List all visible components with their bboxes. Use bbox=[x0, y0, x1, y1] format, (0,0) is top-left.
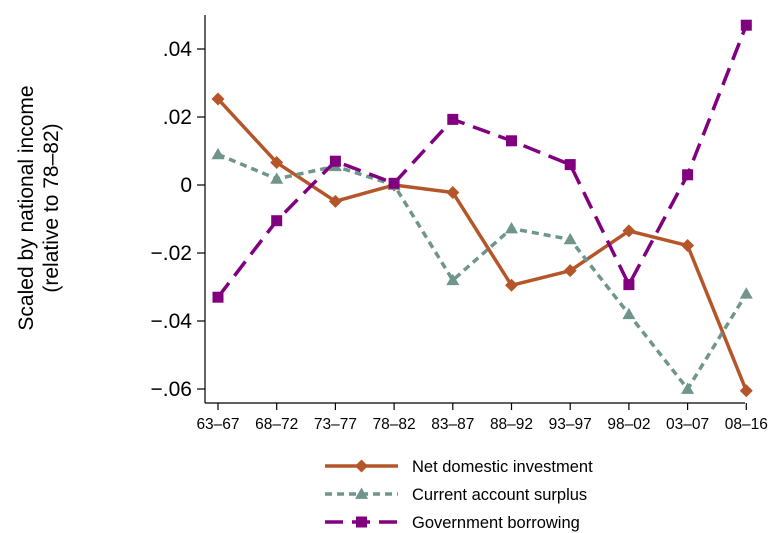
legend-swatch-marker bbox=[355, 487, 368, 499]
data-point bbox=[622, 224, 636, 238]
y-tick-label: −.06 bbox=[151, 378, 192, 401]
series-line bbox=[217, 152, 748, 391]
legend-item: Government borrowing bbox=[325, 514, 580, 532]
legend-item: Current account surplus bbox=[325, 486, 587, 504]
x-tick-label: 98–02 bbox=[607, 416, 650, 433]
data-point bbox=[622, 307, 636, 320]
data-point bbox=[446, 273, 460, 286]
data-point bbox=[739, 384, 753, 398]
legend-label: Net domestic investment bbox=[412, 458, 593, 476]
x-tick-label: 73–77 bbox=[314, 416, 357, 433]
data-point bbox=[505, 222, 518, 234]
data-point bbox=[271, 215, 283, 227]
y-tick-label: 0 bbox=[180, 174, 192, 197]
series-layer bbox=[211, 19, 753, 398]
data-point bbox=[211, 92, 225, 106]
y-axis-title-line1: Scaled by national income bbox=[15, 85, 38, 330]
series-net-domestic-investment bbox=[211, 92, 753, 398]
data-point bbox=[563, 232, 577, 245]
series-current-account-surplus bbox=[211, 147, 753, 394]
x-tick-label: 08–16 bbox=[725, 416, 768, 433]
series-government-borrowing bbox=[212, 19, 752, 303]
data-point bbox=[564, 159, 576, 171]
data-point bbox=[328, 194, 342, 208]
data-point bbox=[682, 169, 694, 181]
data-point bbox=[211, 147, 225, 160]
legend-swatch-marker bbox=[356, 516, 367, 528]
data-point bbox=[388, 177, 400, 189]
legend: Net domestic investment Current account s… bbox=[325, 458, 593, 532]
x-tick-label: 03–07 bbox=[666, 416, 709, 433]
data-point bbox=[505, 278, 518, 292]
y-tick-label: .02 bbox=[163, 106, 192, 129]
series-line bbox=[216, 24, 748, 299]
y-tick-label: −.04 bbox=[151, 310, 193, 333]
x-tick-label: 78–82 bbox=[373, 416, 416, 433]
data-point bbox=[447, 113, 459, 125]
data-point bbox=[740, 19, 752, 31]
x-tick-label: 93–97 bbox=[549, 416, 592, 433]
x-tick-label: 88–92 bbox=[490, 416, 533, 433]
data-point bbox=[270, 172, 284, 184]
data-point bbox=[739, 287, 753, 299]
x-tick-label: 68–72 bbox=[255, 416, 298, 433]
x-tick-label: 83–87 bbox=[431, 416, 474, 433]
y-tick-label: .04 bbox=[163, 38, 193, 61]
y-tick-label: −.02 bbox=[151, 242, 192, 265]
x-tick-label: 63–67 bbox=[196, 416, 239, 433]
legend-label: Current account surplus bbox=[412, 486, 587, 504]
data-point bbox=[681, 382, 695, 394]
data-point bbox=[506, 135, 517, 147]
data-point bbox=[563, 264, 577, 278]
y-axis-title-line2: (relative to 78–82) bbox=[40, 123, 63, 292]
data-point bbox=[681, 239, 695, 253]
legend-swatch-marker bbox=[355, 459, 368, 473]
data-point bbox=[270, 156, 284, 170]
legend-label: Government borrowing bbox=[412, 514, 580, 532]
data-point bbox=[212, 291, 224, 303]
data-point bbox=[446, 185, 460, 199]
y-axis-title: Scaled by national income (relative to 7… bbox=[15, 85, 63, 330]
data-point bbox=[623, 279, 635, 291]
data-point bbox=[329, 155, 341, 167]
legend-item: Net domestic investment bbox=[325, 458, 593, 476]
series-line bbox=[216, 97, 748, 392]
